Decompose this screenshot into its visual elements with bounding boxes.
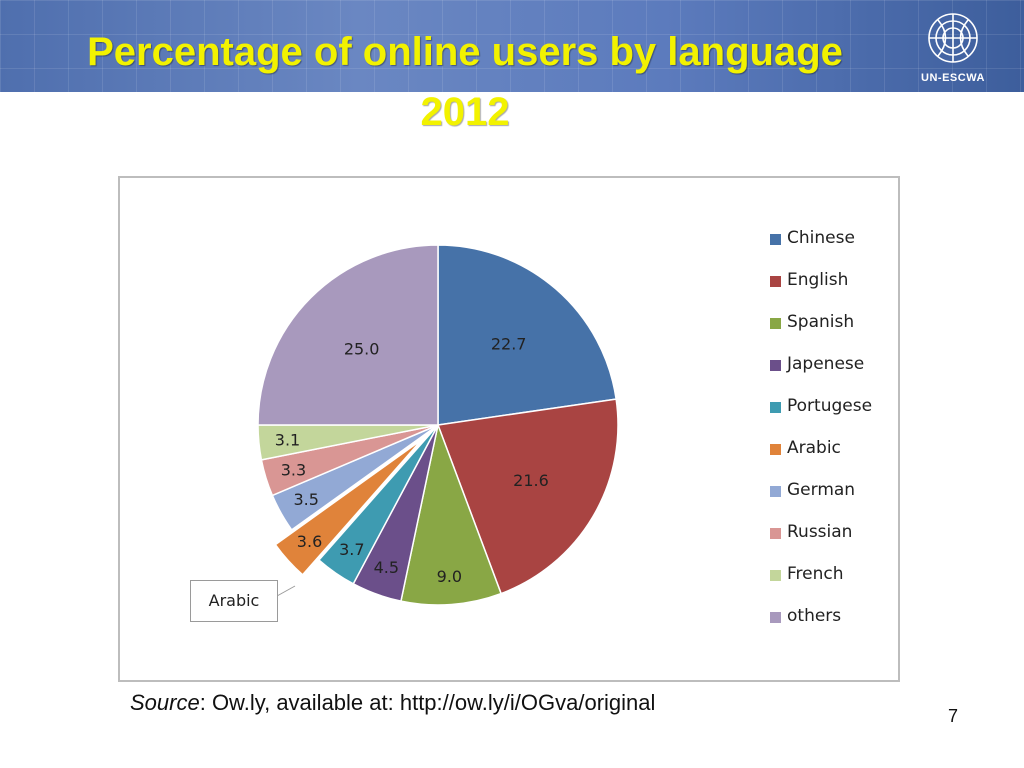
- legend-label: Arabic: [787, 438, 841, 458]
- legend-label: others: [787, 606, 842, 626]
- data-label-french: 3.1: [275, 431, 300, 450]
- arabic-callout-label: Arabic: [190, 580, 278, 622]
- legend-item-portugese: Portugese: [770, 396, 890, 438]
- data-label-german: 3.5: [293, 490, 318, 509]
- logo-text: UN-ESCWA: [921, 72, 985, 84]
- un-escwa-logo: UN-ESCWA: [908, 6, 998, 90]
- legend-swatch: [770, 402, 781, 413]
- legend-item-german: German: [770, 480, 890, 522]
- legend-item-english: English: [770, 270, 890, 312]
- callout-leader-line: [276, 585, 296, 597]
- data-label-others: 25.0: [344, 340, 380, 359]
- legend-label: Spanish: [787, 312, 855, 332]
- legend-label: Russian: [787, 522, 853, 542]
- slide-title: Percentage of online users by language: [87, 30, 843, 74]
- legend-label: English: [787, 270, 849, 290]
- legend-swatch: [770, 318, 781, 329]
- chart-legend: Chinese English Spanish Japenese Portugese Ar…: [770, 228, 890, 648]
- legend-swatch: [770, 234, 781, 245]
- legend-label: Japenese: [787, 354, 865, 374]
- legend-swatch: [770, 486, 781, 497]
- source-text: : Ow.ly, available at: http://ow.ly/i/OG…: [199, 690, 656, 715]
- pie-slice-others: [257, 244, 439, 426]
- source-label: Source: [130, 690, 200, 715]
- data-label-arabic: 3.6: [297, 532, 322, 551]
- legend-swatch: [770, 276, 781, 287]
- legend-swatch: [770, 360, 781, 371]
- legend-item-russian: Russian: [770, 522, 890, 564]
- legend-label: Chinese: [787, 228, 855, 248]
- legend-item-spanish: Spanish: [770, 312, 890, 354]
- legend-label: German: [787, 480, 856, 500]
- data-label-english: 21.6: [513, 471, 549, 490]
- legend-swatch: [770, 612, 781, 623]
- header-grid-pattern: [0, 0, 1024, 92]
- data-label-russian: 3.3: [281, 460, 306, 479]
- pie-chart: 22.7 21.6 9.0 4.5 3.7 3.6 3.5 3.3 3.1 25.0: [257, 244, 619, 606]
- pie-slice-arabic: [274, 439, 423, 576]
- legend-item-others: others: [770, 606, 890, 648]
- data-label-chinese: 22.7: [491, 334, 527, 353]
- page-number: 7: [948, 706, 959, 726]
- legend-item-japenese: Japenese: [770, 354, 890, 396]
- slide-subtitle-year: 2012: [420, 90, 510, 134]
- pie-slice-chinese: [437, 244, 617, 426]
- pie-slice-portugese: [317, 424, 439, 585]
- pie-slice-spanish: [400, 422, 503, 606]
- legend-swatch: [770, 570, 781, 581]
- legend-item-arabic: Arabic: [770, 438, 890, 480]
- data-label-spanish: 9.0: [437, 567, 462, 586]
- un-emblem-icon: [928, 13, 978, 63]
- data-label-japenese: 4.5: [374, 558, 399, 577]
- legend-swatch: [770, 444, 781, 455]
- data-label-portugese: 3.7: [339, 540, 364, 559]
- legend-item-french: French: [770, 564, 890, 606]
- header-band: [0, 0, 1024, 92]
- legend-label: Portugese: [787, 396, 873, 416]
- chart-frame: 22.7 21.6 9.0 4.5 3.7 3.6 3.5 3.3 3.1 25.0 Arabic…: [118, 176, 900, 682]
- legend-swatch: [770, 528, 781, 539]
- legend-label: French: [787, 564, 844, 584]
- legend-item-chinese: Chinese: [770, 228, 890, 270]
- source-citation: Source: Ow.ly, available at: http://ow.l…: [130, 690, 655, 716]
